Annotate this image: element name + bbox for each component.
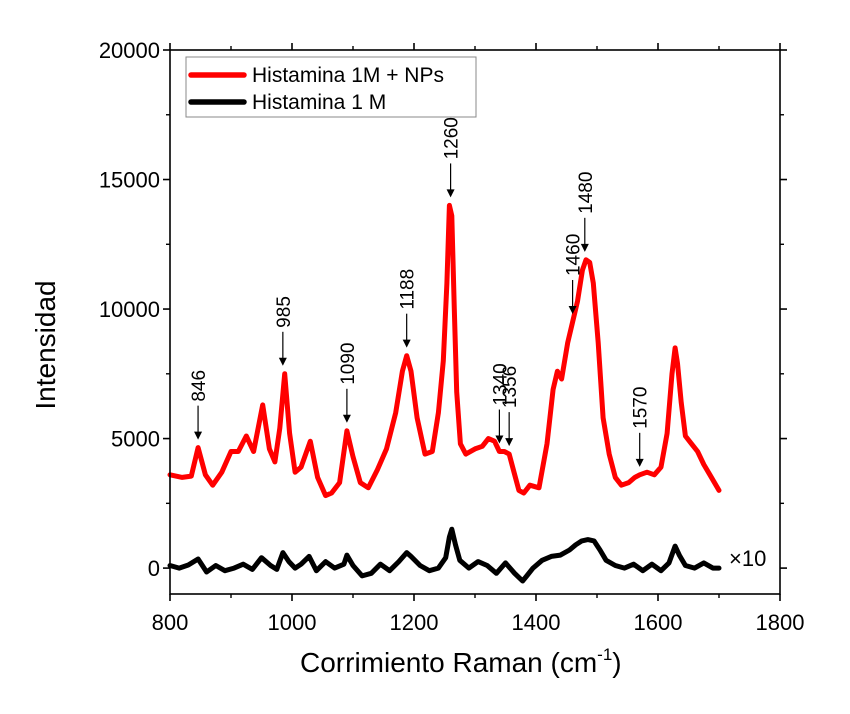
- peak-label-1090: 1090: [338, 343, 359, 385]
- peak-arrowhead-1356: [505, 438, 514, 447]
- legend-box: [185, 56, 477, 118]
- peak-label-1460: 1460: [564, 234, 585, 276]
- x-tick-label-1800: 1800: [756, 610, 805, 635]
- x-tick-label-1000: 1000: [268, 610, 317, 635]
- x-axis-title: Corrimiento Raman (cm-1): [300, 645, 622, 678]
- peak-label-985: 985: [274, 296, 295, 328]
- peak-label-1340: 1340: [490, 363, 511, 405]
- peak-arrowhead-1260: [446, 189, 455, 198]
- y-tick-label-5000: 5000: [111, 427, 160, 452]
- y-tick-label-0: 0: [148, 556, 160, 581]
- series-line-histamina-1m-nps: [167, 202, 722, 499]
- y-tick-label-10000: 10000: [99, 297, 160, 322]
- peak-label-1570: 1570: [631, 387, 652, 429]
- peak-arrowhead-985: [278, 357, 287, 366]
- legend-entry-1: Histamina 1 M: [252, 91, 386, 114]
- peak-arrowhead-1480: [580, 243, 589, 252]
- series-line-histamina-1-m: [167, 526, 722, 584]
- peak-arrowhead-1340: [495, 435, 504, 444]
- peak-arrowhead-1460: [568, 306, 577, 314]
- plot-frame: [169, 49, 781, 595]
- peak-arrowhead-1090: [342, 414, 351, 423]
- y-axis-title: Intensidad: [30, 280, 61, 409]
- axes: 800 1000 1200 1400 1600 1800 0 5000 10000 15000 20…: [99, 38, 805, 635]
- x-tick-label-1400: 1400: [512, 610, 561, 635]
- peak-label-846: 846: [189, 370, 210, 402]
- y-tick-label-15000: 15000: [99, 168, 160, 193]
- x-axis-title-sup: -1: [597, 645, 612, 664]
- plot-area: [167, 202, 722, 584]
- peak-arrowhead-846: [194, 431, 203, 440]
- peak-label-1260: 1260: [442, 117, 463, 159]
- x-axis-title-end: ): [612, 647, 621, 678]
- x-axis-title-main: Corrimiento Raman (cm: [300, 647, 597, 678]
- legend-entry-0: Histamina 1M + NPs: [252, 64, 444, 87]
- y-tick-label-20000: 20000: [99, 38, 160, 63]
- peak-label-1356: 1356: [500, 366, 521, 408]
- scale-multiplier-label: ×10: [729, 546, 766, 571]
- legend: Histamina 1M + NPs Histamina 1 M: [185, 56, 477, 118]
- x-tick-label-1200: 1200: [390, 610, 439, 635]
- x-tick-label-800: 800: [152, 610, 189, 635]
- peak-label-1188: 1188: [398, 269, 419, 310]
- peak-arrowhead-1570: [635, 458, 644, 467]
- x-tick-label-1600: 1600: [634, 610, 683, 635]
- peak-arrowhead-1188: [402, 339, 411, 348]
- peak-label-1480: 1480: [576, 172, 597, 214]
